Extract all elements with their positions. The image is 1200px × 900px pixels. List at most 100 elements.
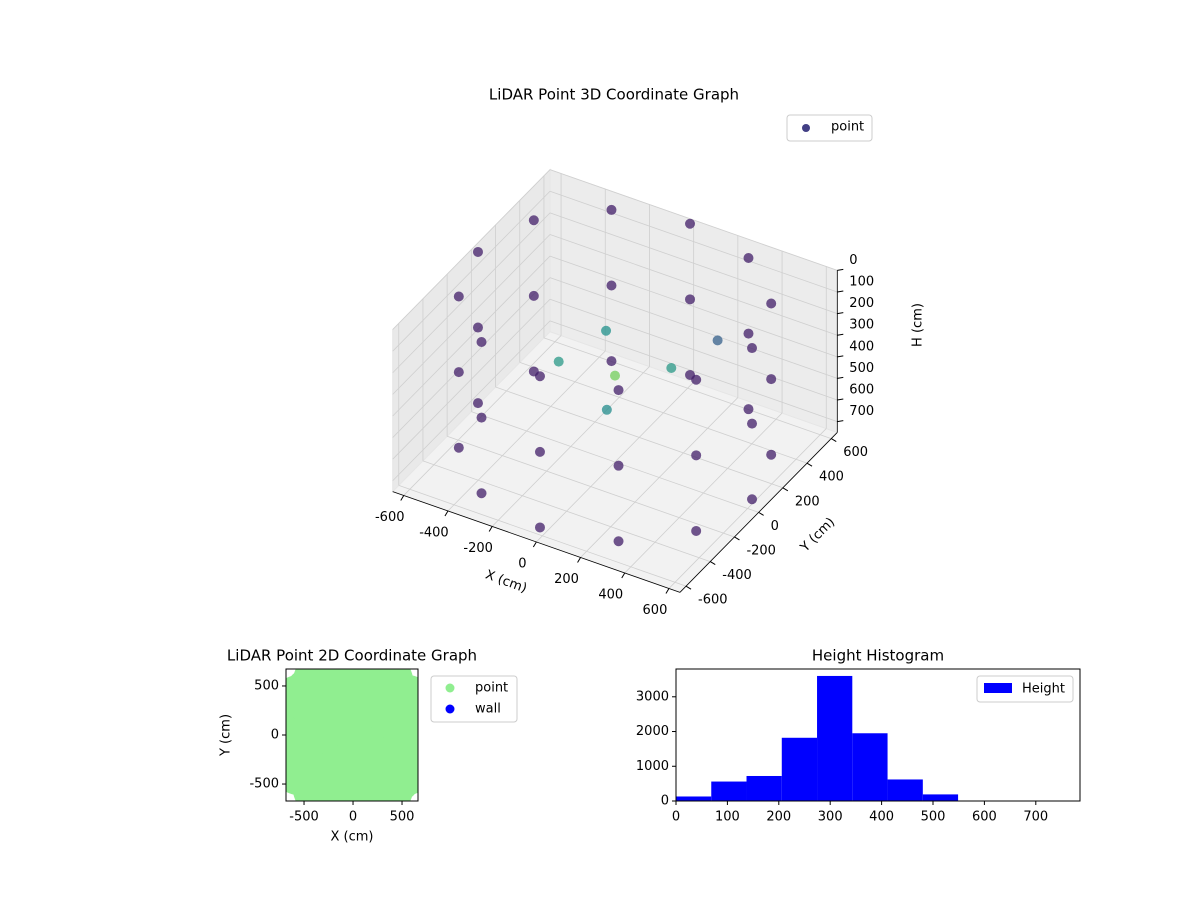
- z-tick: [837, 333, 844, 336]
- point: [534, 522, 545, 533]
- point: [453, 291, 464, 302]
- z-tick: [837, 376, 844, 379]
- legend-marker: [445, 704, 455, 714]
- point: [606, 280, 617, 291]
- x-tick-label: 400: [869, 810, 894, 825]
- y-tick-label: 600: [843, 445, 868, 460]
- point: [747, 343, 758, 354]
- y-tick: [830, 438, 837, 443]
- grid-line: [549, 169, 838, 271]
- x-tick-label: 100: [715, 810, 740, 825]
- x-tick-label: -600: [375, 510, 405, 525]
- x-tick: [621, 572, 626, 579]
- legend-marker: [445, 683, 455, 693]
- grid-line: [543, 337, 832, 439]
- grid-line: [549, 190, 838, 293]
- x-tick-label: 700: [1023, 810, 1048, 825]
- point: [610, 370, 620, 381]
- point: [685, 294, 696, 305]
- point: [712, 335, 723, 346]
- x-tick-label: -200: [463, 541, 493, 556]
- x-tick: [444, 510, 449, 517]
- point: [685, 218, 696, 229]
- z-tick-label: 600: [849, 383, 874, 398]
- z-tick: [837, 312, 844, 315]
- chart-title: Height Histogram: [812, 647, 944, 665]
- point: [613, 460, 624, 471]
- x-tick-label: 200: [766, 810, 791, 825]
- bar: [746, 775, 782, 801]
- grid-line: [549, 234, 838, 336]
- points: [286, 669, 418, 801]
- x-tick-label: -500: [289, 810, 319, 825]
- x-tick-label: 200: [554, 572, 579, 587]
- z-axis-label: H (cm): [911, 303, 926, 347]
- legend-marker: [802, 124, 810, 132]
- point: [766, 298, 777, 309]
- x-tick-label: 600: [972, 810, 997, 825]
- grid-line: [549, 255, 838, 358]
- x-tick-label: 300: [818, 810, 843, 825]
- y-tick-label: 0: [661, 794, 669, 809]
- x-tick: [400, 495, 405, 501]
- z-tick-label: 200: [849, 296, 874, 311]
- legend-label: Height: [1022, 682, 1065, 697]
- y-tick: [734, 536, 740, 541]
- y-tick-label: 1000: [636, 759, 669, 774]
- point: [534, 446, 545, 457]
- x-tick: [532, 541, 537, 548]
- bar: [676, 796, 712, 801]
- y-tick-label: -600: [698, 593, 728, 608]
- x-tick: [577, 557, 581, 563]
- point: [528, 290, 539, 301]
- y-tick: [685, 585, 692, 590]
- point: [613, 536, 624, 547]
- y-tick-label: -200: [746, 543, 776, 558]
- legend-label: wall: [475, 702, 501, 717]
- z-tick: [837, 268, 844, 271]
- x-axis-label: X (cm): [331, 830, 374, 845]
- point: [476, 337, 487, 348]
- point: [743, 252, 754, 263]
- point: [553, 356, 564, 367]
- z-tick: [837, 290, 844, 293]
- axes-frame: [675, 668, 1081, 802]
- z-tick: [837, 420, 844, 423]
- x-tick-label: 600: [643, 603, 668, 618]
- grid-line: [471, 411, 759, 513]
- y-tick: [709, 561, 716, 566]
- y-tick-label: -500: [249, 777, 279, 792]
- y-tick-label: 500: [254, 678, 279, 693]
- x-tick-label: 0: [349, 810, 357, 825]
- legend-label: point: [831, 120, 864, 135]
- bar: [781, 737, 818, 801]
- point: [528, 215, 539, 226]
- y-tick-label: -400: [722, 568, 752, 583]
- bar: [852, 733, 888, 801]
- point: [691, 374, 702, 385]
- z-tick-label: 300: [849, 318, 874, 333]
- point: [766, 449, 777, 460]
- y-tick-label: 0: [771, 519, 779, 534]
- point: [476, 488, 487, 499]
- x-tick-label: -400: [419, 525, 449, 540]
- point: [476, 412, 487, 423]
- grid-line: [519, 362, 808, 464]
- point: [766, 374, 777, 385]
- point: [601, 404, 612, 415]
- point: [691, 525, 702, 536]
- axis-line: [392, 491, 681, 593]
- z-tick-label: 700: [849, 404, 874, 419]
- z-tick-label: 400: [849, 339, 874, 354]
- point: [472, 246, 483, 257]
- bar: [922, 794, 959, 801]
- y-tick-label: 2000: [636, 724, 669, 739]
- grid-line: [392, 169, 551, 330]
- x-tick-label: 500: [390, 810, 415, 825]
- point: [308, 669, 369, 721]
- legend-box: [976, 675, 1074, 703]
- y-axis-label: Y (cm): [797, 515, 838, 556]
- point: [666, 363, 677, 373]
- point: [613, 385, 624, 396]
